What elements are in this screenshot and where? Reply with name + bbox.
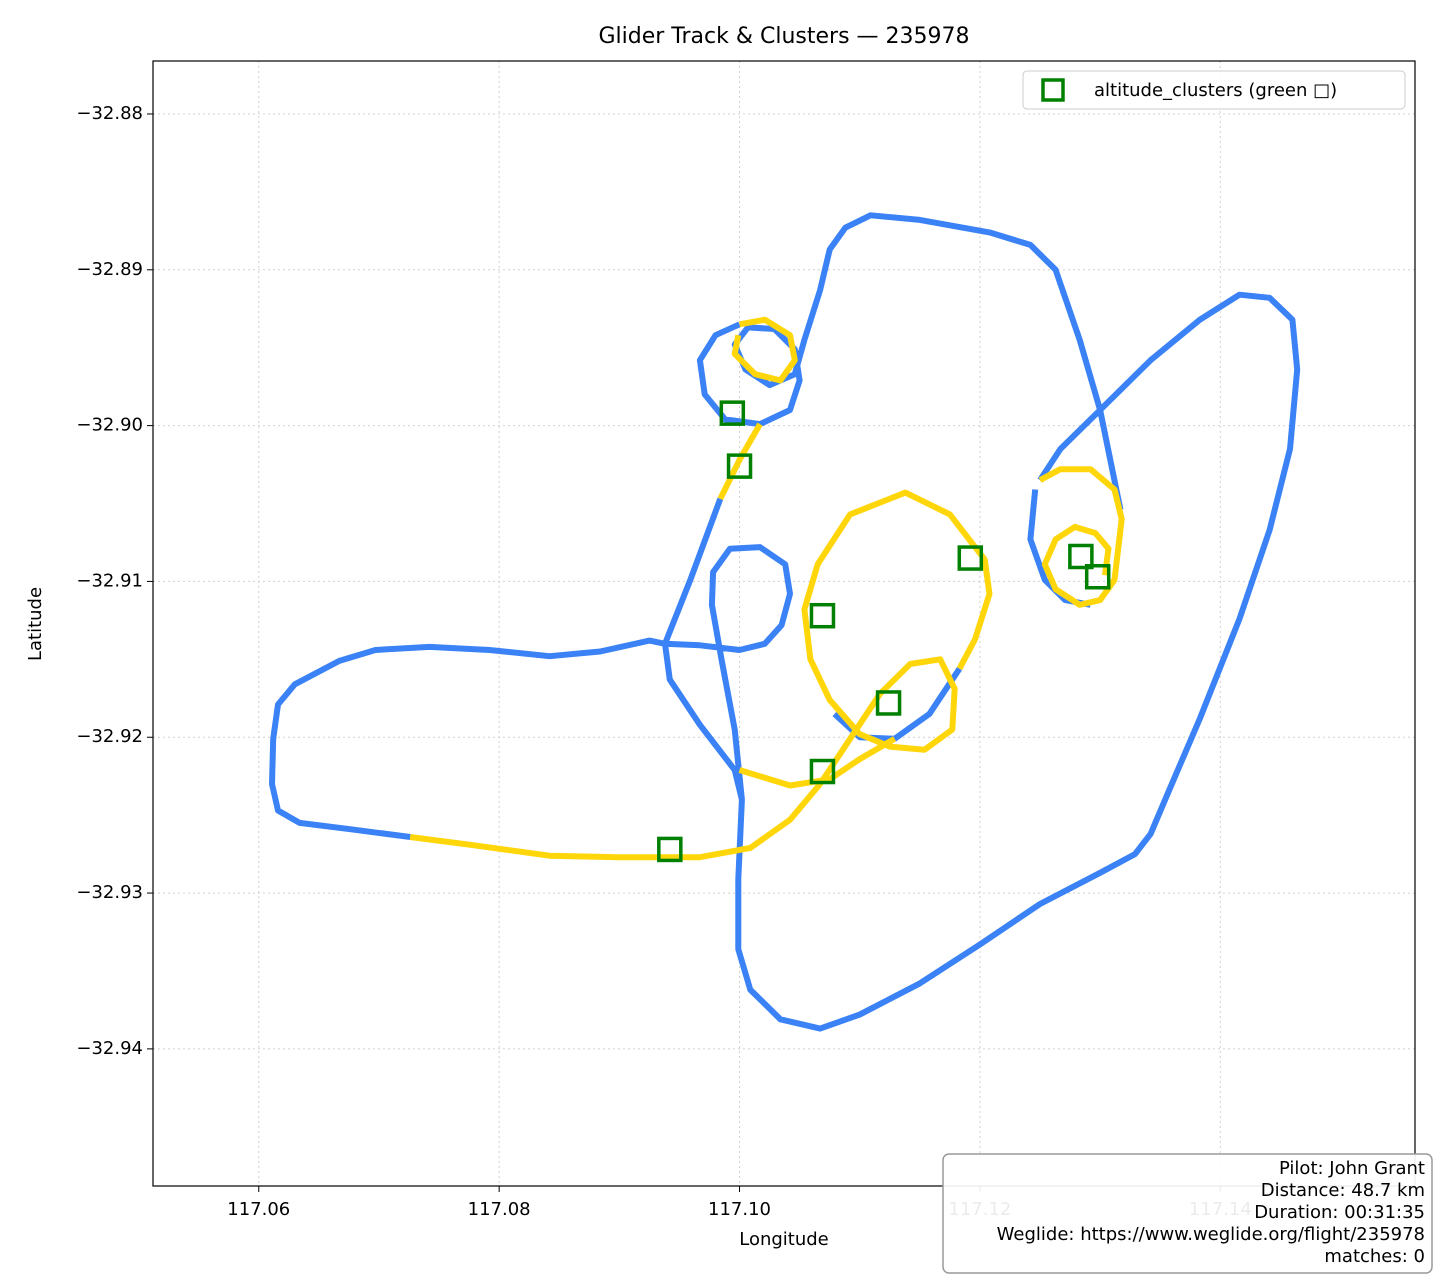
cluster-marker [719, 400, 746, 426]
info-box-frame [942, 1153, 1433, 1274]
track-line [269, 212, 1301, 1032]
grid [153, 61, 1415, 1186]
x-tick-label: 117.06 [227, 1199, 290, 1220]
legend: altitude_clusters (green □) [1022, 70, 1406, 110]
cluster-marker [1084, 564, 1111, 590]
cluster-marker [809, 602, 836, 629]
chart-title: Glider Track & Clusters — 235978 [598, 24, 969, 49]
y-tick-label: −32.91 [76, 570, 143, 591]
cluster-marker [957, 545, 984, 571]
info-line: Pilot: John Grant [1279, 1158, 1425, 1179]
legend-label: altitude_clusters (green □) [1094, 80, 1337, 101]
legend-box [1022, 70, 1406, 110]
y-tick-label: −32.88 [76, 103, 143, 124]
cluster-marker [657, 836, 683, 863]
cluster-marker [1068, 543, 1094, 570]
info-line: Duration: 00:31:35 [1254, 1202, 1425, 1223]
y-tick-label: −32.94 [76, 1038, 143, 1059]
x-axis-label: Longitude [739, 1229, 829, 1250]
plot-area [269, 212, 1301, 1032]
axes-frame [152, 60, 1416, 1187]
cluster-marker [809, 758, 836, 785]
legend-marker [1041, 78, 1065, 102]
info-line: matches: 0 [1324, 1246, 1425, 1267]
cluster-marker [726, 453, 753, 479]
info-line: Distance: 48.7 km [1261, 1180, 1425, 1201]
y-tick-label: −32.90 [76, 415, 143, 436]
cluster-marker [875, 690, 902, 716]
y-tick-label: −32.89 [76, 259, 143, 280]
y-tick-label: −32.92 [76, 726, 143, 747]
y-tick-label: −32.93 [76, 882, 143, 903]
y-axis-label: Latitude [25, 587, 46, 661]
x-tick-label: 117.08 [468, 1199, 531, 1220]
track-line [409, 316, 1125, 861]
x-tick-label: 117.10 [708, 1199, 771, 1220]
info-line: Weglide: https://www.weglide.org/flight/… [997, 1224, 1425, 1245]
